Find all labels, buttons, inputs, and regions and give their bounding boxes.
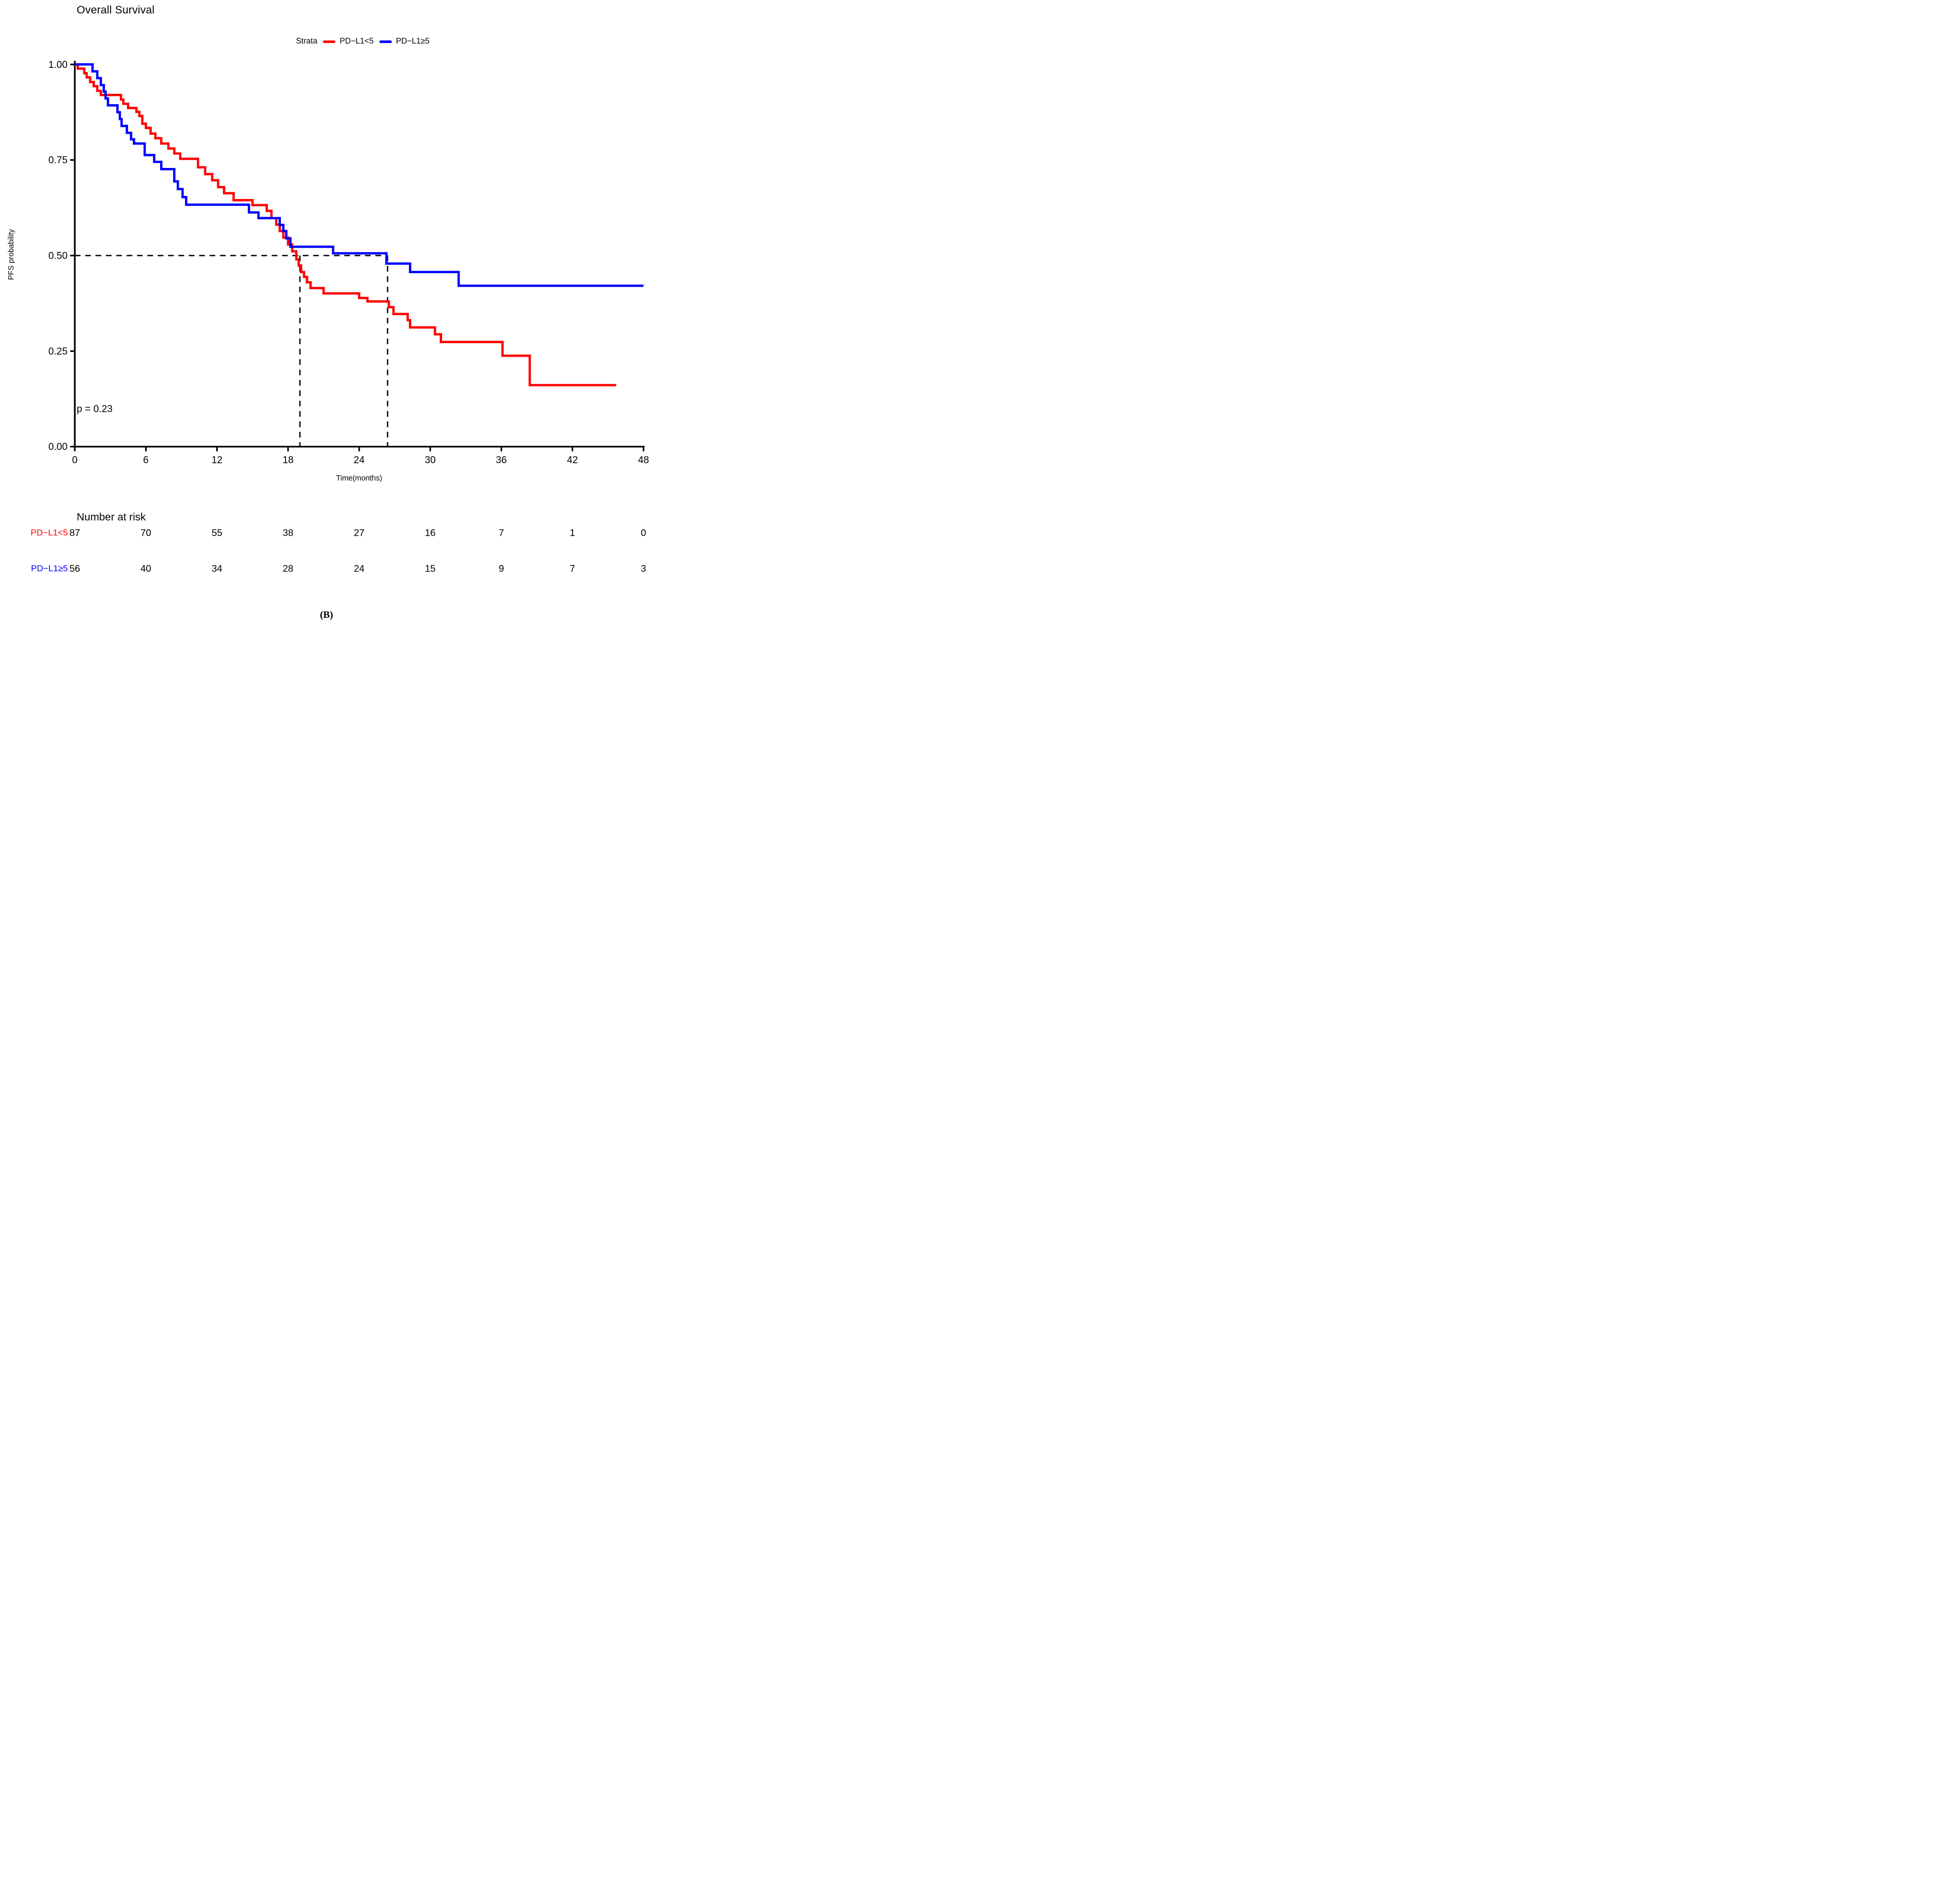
risk-value: 16 bbox=[424, 527, 436, 538]
x-tick-label: 30 bbox=[425, 455, 436, 466]
risk-value: 9 bbox=[499, 563, 504, 574]
risk-value: 24 bbox=[353, 563, 365, 574]
p-value-annotation: p = 0.23 bbox=[77, 404, 113, 415]
km-plot-canvas: 1.00 0.75 0.50 0.25 0.00 0 6 12 18 24 30 36 42 48 bbox=[48, 60, 649, 466]
risk-value: 87 bbox=[69, 527, 80, 538]
km-curve-1 bbox=[75, 63, 617, 387]
risk-value: 3 bbox=[641, 563, 646, 574]
risk-value: 38 bbox=[282, 527, 294, 538]
risk-value: 40 bbox=[140, 563, 151, 574]
x-tick-label: 0 bbox=[72, 455, 78, 466]
x-tick-label: 48 bbox=[638, 455, 649, 466]
risk-row-label: PD−L1<5 bbox=[31, 528, 68, 538]
legend: Strata PD−L1<5 PD−L1≥5 bbox=[296, 37, 430, 46]
legend-item: PD−L1≥5 bbox=[379, 37, 430, 46]
y-axis-title: PFS probability bbox=[7, 229, 16, 280]
risk-value: 7 bbox=[570, 563, 575, 574]
risk-value: 1 bbox=[570, 527, 575, 538]
legend-items: PD−L1<5 PD−L1≥5 bbox=[323, 37, 430, 46]
legend-item-label: PD−L1≥5 bbox=[395, 37, 430, 46]
x-tick-label: 6 bbox=[143, 455, 149, 466]
legend-swatch-icon bbox=[379, 40, 392, 43]
legend-item-label: PD−L1<5 bbox=[339, 37, 374, 46]
x-tick-label: 36 bbox=[496, 455, 507, 466]
legend-title: Strata bbox=[296, 37, 318, 46]
panel-label: (B) bbox=[320, 610, 333, 620]
risk-value: 7 bbox=[499, 527, 504, 538]
y-tick-label: 0.25 bbox=[48, 346, 67, 357]
y-tick-label: 0.50 bbox=[48, 251, 67, 262]
risk-table-title: Number at risk bbox=[77, 511, 146, 523]
x-tick-label: 12 bbox=[211, 455, 222, 466]
km-figure: 1.00 0.75 0.50 0.25 0.00 0 6 12 18 24 30 36 42 48 Ove… bbox=[0, 0, 654, 630]
risk-value: 55 bbox=[211, 527, 222, 538]
y-tick-label: 1.00 bbox=[48, 60, 67, 70]
risk-value: 27 bbox=[353, 527, 365, 538]
risk-value: 15 bbox=[424, 563, 436, 574]
x-tick-label: 18 bbox=[282, 455, 293, 466]
risk-value: 56 bbox=[69, 563, 80, 574]
legend-item: PD−L1<5 bbox=[323, 37, 374, 46]
risk-value: 0 bbox=[641, 527, 646, 538]
risk-value: 70 bbox=[140, 527, 151, 538]
chart-title: Overall Survival bbox=[77, 4, 155, 16]
x-axis-title: Time(months) bbox=[336, 474, 382, 483]
risk-value: 28 bbox=[282, 563, 294, 574]
risk-row-label: PD−L1≥5 bbox=[31, 563, 68, 573]
y-tick-label: 0.75 bbox=[48, 155, 67, 166]
legend-swatch-icon bbox=[323, 40, 336, 43]
km-curve-2 bbox=[75, 63, 644, 287]
y-tick-label: 0.00 bbox=[48, 442, 67, 453]
x-tick-label: 42 bbox=[567, 455, 578, 466]
x-tick-label: 24 bbox=[353, 455, 365, 466]
risk-value: 34 bbox=[211, 563, 222, 574]
